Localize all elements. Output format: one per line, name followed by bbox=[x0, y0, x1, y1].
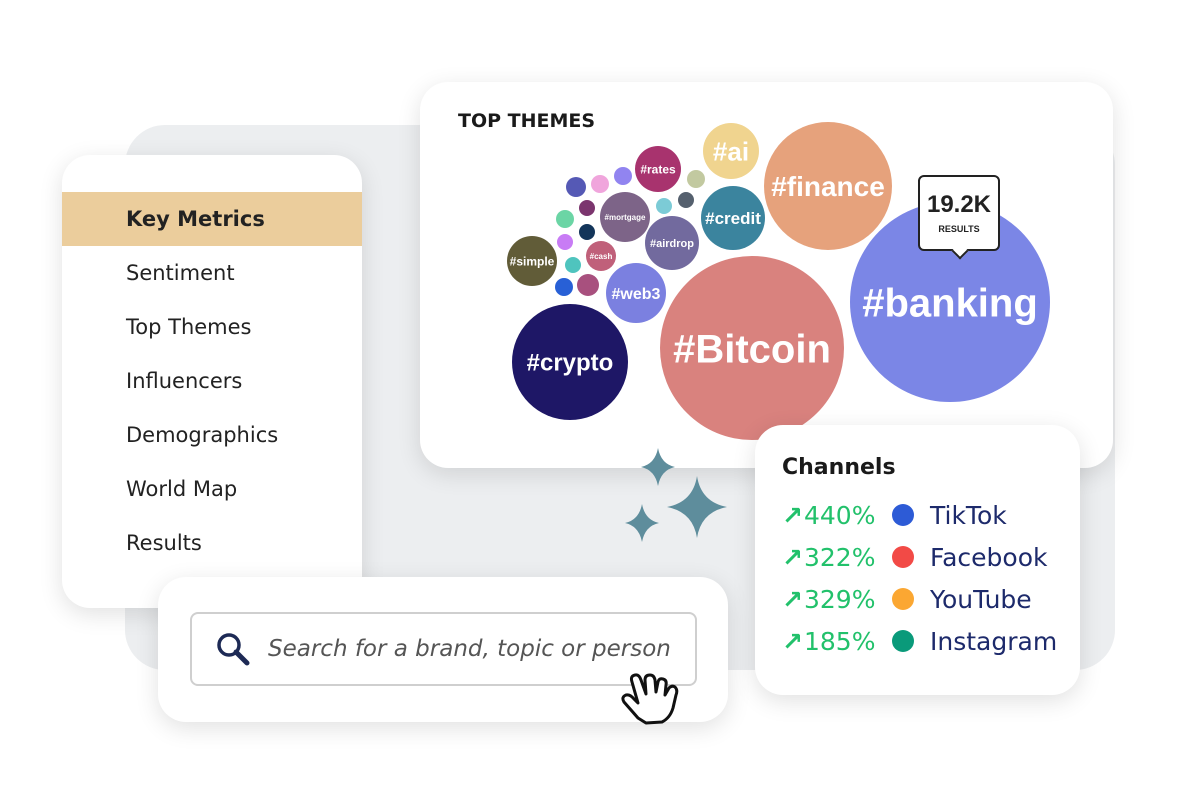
theme-bubble[interactable] bbox=[606, 263, 666, 323]
search-placeholder: Search for a brand, topic or person bbox=[268, 636, 671, 662]
sidebar-item-top-themes[interactable]: Top Themes bbox=[126, 315, 252, 339]
channel-change: 440% bbox=[804, 500, 876, 530]
search-icon bbox=[217, 633, 250, 666]
top-themes-card: TOP THEMES #crypto #Bitcoin #banking #finan… bbox=[420, 82, 1113, 468]
trend-up-icon: ↗ bbox=[782, 542, 803, 572]
trend-up-icon: ↗ bbox=[782, 584, 803, 614]
theme-bubble[interactable] bbox=[660, 256, 844, 440]
theme-bubble[interactable] bbox=[579, 224, 595, 240]
theme-bubble[interactable] bbox=[579, 200, 595, 216]
theme-bubble[interactable] bbox=[701, 186, 765, 250]
theme-bubble-label: #airdrop bbox=[650, 238, 694, 250]
search-input[interactable]: Search for a brand, topic or person bbox=[190, 612, 697, 686]
channel-row: ↗ 185% Instagram bbox=[782, 620, 1080, 662]
channel-row: ↗ 322% Facebook bbox=[782, 536, 1080, 578]
theme-bubble[interactable] bbox=[687, 170, 705, 188]
theme-bubble[interactable] bbox=[850, 202, 1050, 402]
theme-bubble-label: #credit bbox=[705, 209, 761, 228]
trend-up-icon: ↗ bbox=[782, 500, 803, 530]
theme-bubble[interactable] bbox=[656, 198, 672, 214]
sidebar-item-key-metrics[interactable]: Key Metrics bbox=[62, 192, 362, 246]
channel-name: TikTok bbox=[930, 500, 1007, 530]
channel-row: ↗ 440% TikTok bbox=[782, 494, 1080, 536]
theme-bubble[interactable] bbox=[577, 274, 599, 296]
theme-bubble-label: #banking bbox=[862, 281, 1038, 325]
theme-bubble-label: #simple bbox=[510, 254, 555, 268]
sidebar-item-results[interactable]: Results bbox=[126, 531, 202, 555]
theme-bubble[interactable] bbox=[556, 210, 574, 228]
sidebar-item-demographics[interactable]: Demographics bbox=[126, 423, 279, 447]
theme-bubble[interactable] bbox=[764, 122, 892, 250]
theme-bubble[interactable] bbox=[586, 241, 616, 271]
channel-name: YouTube bbox=[930, 584, 1032, 614]
sidebar-item-world-map[interactable]: World Map bbox=[126, 477, 238, 501]
theme-bubble-label: #web3 bbox=[612, 286, 661, 303]
theme-bubble[interactable] bbox=[703, 123, 759, 179]
theme-bubble-label: #cash bbox=[590, 252, 613, 261]
channel-row: ↗ 329% YouTube bbox=[782, 578, 1080, 620]
channel-name: Instagram bbox=[930, 626, 1058, 656]
theme-bubble[interactable] bbox=[635, 146, 681, 192]
channel-change: 185% bbox=[804, 626, 876, 656]
theme-bubble-label: #crypto bbox=[527, 350, 614, 377]
sidebar-menu: Key Metrics Sentiment Top Themes Influen… bbox=[62, 155, 362, 608]
channel-name: Facebook bbox=[930, 542, 1048, 572]
theme-bubble[interactable] bbox=[555, 278, 573, 296]
theme-bubble-label: #Bitcoin bbox=[673, 327, 831, 371]
theme-bubble-label: #finance bbox=[771, 171, 885, 202]
theme-bubble[interactable] bbox=[645, 216, 699, 270]
theme-bubble-label: #rates bbox=[640, 162, 676, 176]
theme-bubble[interactable] bbox=[512, 304, 628, 420]
sidebar-item-influencers[interactable]: Influencers bbox=[126, 369, 243, 393]
theme-bubble-label: #mortgage bbox=[605, 213, 646, 222]
theme-bubble[interactable] bbox=[614, 167, 632, 185]
sidebar-item-sentiment[interactable]: Sentiment bbox=[126, 261, 235, 285]
hand-cursor-icon bbox=[621, 673, 679, 725]
theme-bubble[interactable] bbox=[600, 192, 650, 242]
channel-change: 329% bbox=[804, 584, 876, 614]
results-tooltip: 19.2K RESULTS bbox=[918, 175, 1000, 251]
channels-card: Channels ↗ 440% TikTok ↗ 322% Facebook ↗ 329% Yo… bbox=[755, 425, 1080, 695]
theme-bubble[interactable] bbox=[566, 177, 586, 197]
channels-title: Channels bbox=[782, 455, 896, 480]
channel-color-dot bbox=[892, 630, 914, 652]
theme-bubble[interactable] bbox=[591, 175, 609, 193]
bubble-chart: #crypto #Bitcoin #banking #finance #ai #credi… bbox=[507, 122, 1050, 440]
channel-color-dot bbox=[892, 588, 914, 610]
top-themes-title: TOP THEMES bbox=[458, 110, 596, 132]
tooltip-label: RESULTS bbox=[938, 224, 980, 234]
theme-bubble-label: #ai bbox=[713, 136, 749, 166]
channel-change: 322% bbox=[804, 542, 876, 572]
channel-color-dot bbox=[892, 504, 914, 526]
theme-bubble[interactable] bbox=[678, 192, 694, 208]
theme-bubble[interactable] bbox=[565, 257, 581, 273]
theme-bubble[interactable] bbox=[507, 236, 557, 286]
trend-up-icon: ↗ bbox=[782, 626, 803, 656]
tooltip-value: 19.2K bbox=[926, 191, 992, 218]
sparkle-icon bbox=[625, 448, 727, 542]
channel-color-dot bbox=[892, 546, 914, 568]
theme-bubble[interactable] bbox=[557, 234, 573, 250]
